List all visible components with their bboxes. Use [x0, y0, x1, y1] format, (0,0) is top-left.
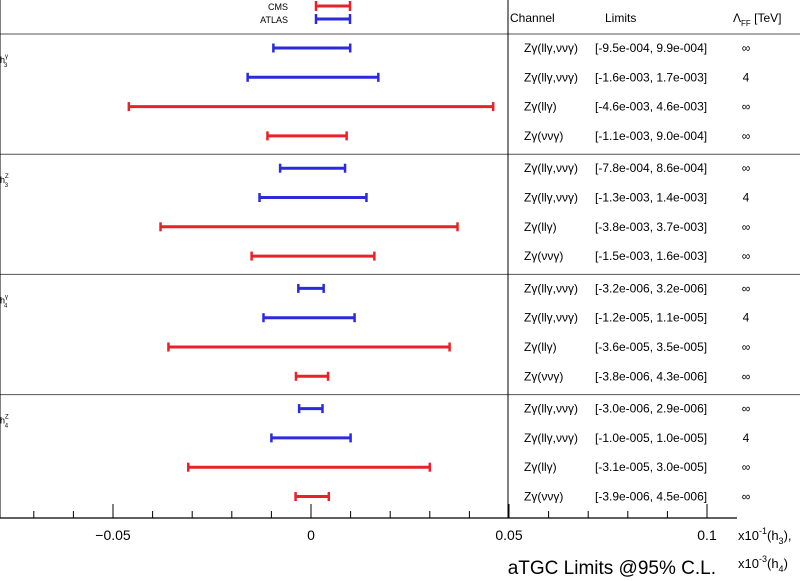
limits-label: [-3.8e-003, 3.7e-003]: [595, 220, 707, 234]
lambda-label: 4: [743, 431, 750, 445]
channel-label: Zγ(llγ,ννγ): [524, 281, 578, 295]
lambda-label: ∞: [742, 369, 751, 383]
interval-row: Zγ(llγ,ννγ) [-3.0e-006, 2.9e-006] ∞: [297, 402, 751, 416]
interval-row: Zγ(llγ) [-3.6e-005, 3.5e-005] ∞: [167, 340, 751, 354]
interval-row: Zγ(llγ,ννγ) [-1.2e-005, 1.1e-005] 4: [262, 311, 750, 325]
x-unit-label-1: x10-3(h4): [738, 554, 788, 574]
limits-label: [-1.5e-003, 1.6e-003]: [595, 249, 707, 263]
channel-label: Zγ(ννγ): [524, 129, 563, 143]
channel-label: Zγ(llγ,ννγ): [524, 70, 578, 84]
group-label-3: hZ 4: [0, 415, 9, 430]
x-tick-label: 0: [307, 527, 315, 543]
interval-row: Zγ(llγ,ννγ) [-7.8e-004, 8.6e-004] ∞: [278, 161, 751, 175]
interval-row: Zγ(ννγ) [-3.9e-006, 4.5e-006] ∞: [294, 490, 751, 504]
channel-label: Zγ(ννγ): [524, 249, 563, 263]
x-tick-label: 0.1: [697, 527, 717, 543]
group-label-2: hγ 4: [0, 294, 8, 309]
interval-row: Zγ(llγ) [-3.8e-003, 3.7e-003] ∞: [159, 220, 751, 234]
interval-row: Zγ(llγ) [-4.6e-003, 4.6e-003] ∞: [127, 100, 751, 114]
lambda-label: ∞: [742, 460, 751, 474]
interval-row: Zγ(llγ,ννγ) [-9.5e-004, 9.9e-004] ∞: [272, 41, 751, 55]
channel-label: Zγ(llγ): [524, 220, 557, 234]
lambda-label: ∞: [742, 490, 751, 504]
channel-label: Zγ(llγ,ννγ): [524, 161, 578, 175]
interval-row: Zγ(ννγ) [-1.5e-003, 1.6e-003] ∞: [250, 249, 751, 263]
limits-label: [-3.1e-005, 3.0e-005]: [595, 460, 707, 474]
lambda-label: ∞: [742, 402, 751, 416]
header-channel: Channel: [510, 11, 555, 25]
channel-label: Zγ(llγ): [524, 460, 557, 474]
limits-label: [-3.8e-006, 4.3e-006]: [595, 369, 707, 383]
lambda-label: ∞: [742, 281, 751, 295]
channel-label: Zγ(llγ): [524, 100, 557, 114]
channel-label: Zγ(llγ,ννγ): [524, 402, 578, 416]
limits-label: [-1.2e-005, 1.1e-005]: [595, 311, 707, 325]
limits-label: [-7.8e-004, 8.6e-004]: [595, 161, 707, 175]
limits-label: [-3.2e-006, 3.2e-006]: [595, 281, 707, 295]
x-axis-title: aTGC Limits @95% C.L.: [508, 558, 716, 579]
header-lambda: ΛFF [TeV]: [733, 11, 781, 28]
lambda-label: ∞: [742, 41, 751, 55]
channel-label: Zγ(llγ,ννγ): [524, 191, 578, 205]
channel-label: Zγ(ννγ): [524, 369, 563, 383]
interval-row: Zγ(llγ,ννγ) [-1.0e-005, 1.0e-005] 4: [270, 431, 750, 445]
header-limits: Limits: [605, 11, 636, 25]
lambda-label: ∞: [742, 220, 751, 234]
lambda-label: 4: [743, 191, 750, 205]
x-tick-label: 0.05: [495, 527, 522, 543]
legend-label-atlas: ATLAS: [260, 15, 288, 25]
limits-label: [-1.1e-003, 9.0e-004]: [595, 129, 707, 143]
channel-label: Zγ(llγ,ννγ): [524, 41, 578, 55]
interval-row: Zγ(llγ) [-3.1e-005, 3.0e-005] ∞: [186, 460, 751, 474]
group-label-1: hZ 3: [0, 174, 9, 189]
limits-label: [-1.6e-003, 1.7e-003]: [595, 70, 707, 84]
lambda-label: ∞: [742, 129, 751, 143]
x-unit-label-0: x10-1(h3),: [738, 526, 792, 546]
limits-label: [-3.6e-005, 3.5e-005]: [595, 340, 707, 354]
limits-label: [-9.5e-004, 9.9e-004]: [595, 41, 707, 55]
x-tick-label: −0.05: [95, 527, 131, 543]
lambda-label: ∞: [742, 161, 751, 175]
lambda-label: ∞: [742, 100, 751, 114]
limits-label: [-3.9e-006, 4.5e-006]: [595, 490, 707, 504]
limits-label: [-4.6e-003, 4.6e-003]: [595, 100, 707, 114]
legend-entry-cms: CMS: [268, 1, 352, 12]
lambda-label: 4: [743, 311, 750, 325]
group-label-0: hγ 3: [0, 54, 8, 69]
legend-entry-atlas: ATLAS: [260, 14, 352, 25]
interval-row: Zγ(llγ,ννγ) [-3.2e-006, 3.2e-006] ∞: [297, 281, 751, 295]
limits-label: [-1.0e-005, 1.0e-005]: [595, 431, 707, 445]
lambda-label: ∞: [742, 340, 751, 354]
interval-row: Zγ(ννγ) [-3.8e-006, 4.3e-006] ∞: [294, 369, 751, 383]
channel-label: Zγ(ννγ): [524, 490, 563, 504]
interval-row: Zγ(llγ,ννγ) [-1.6e-003, 1.7e-003] 4: [246, 70, 750, 84]
interval-row: Zγ(ννγ) [-1.1e-003, 9.0e-004] ∞: [266, 129, 751, 143]
lambda-label: ∞: [742, 249, 751, 263]
channel-label: Zγ(llγ): [524, 340, 557, 354]
limits-label: [-3.0e-006, 2.9e-006]: [595, 402, 707, 416]
channel-label: Zγ(llγ,ννγ): [524, 431, 578, 445]
interval-row: Zγ(llγ,ννγ) [-1.3e-003, 1.4e-003] 4: [258, 191, 750, 205]
legend-label-cms: CMS: [268, 2, 288, 12]
channel-label: Zγ(llγ,ννγ): [524, 311, 578, 325]
lambda-label: 4: [743, 70, 750, 84]
limits-label: [-1.3e-003, 1.4e-003]: [595, 191, 707, 205]
